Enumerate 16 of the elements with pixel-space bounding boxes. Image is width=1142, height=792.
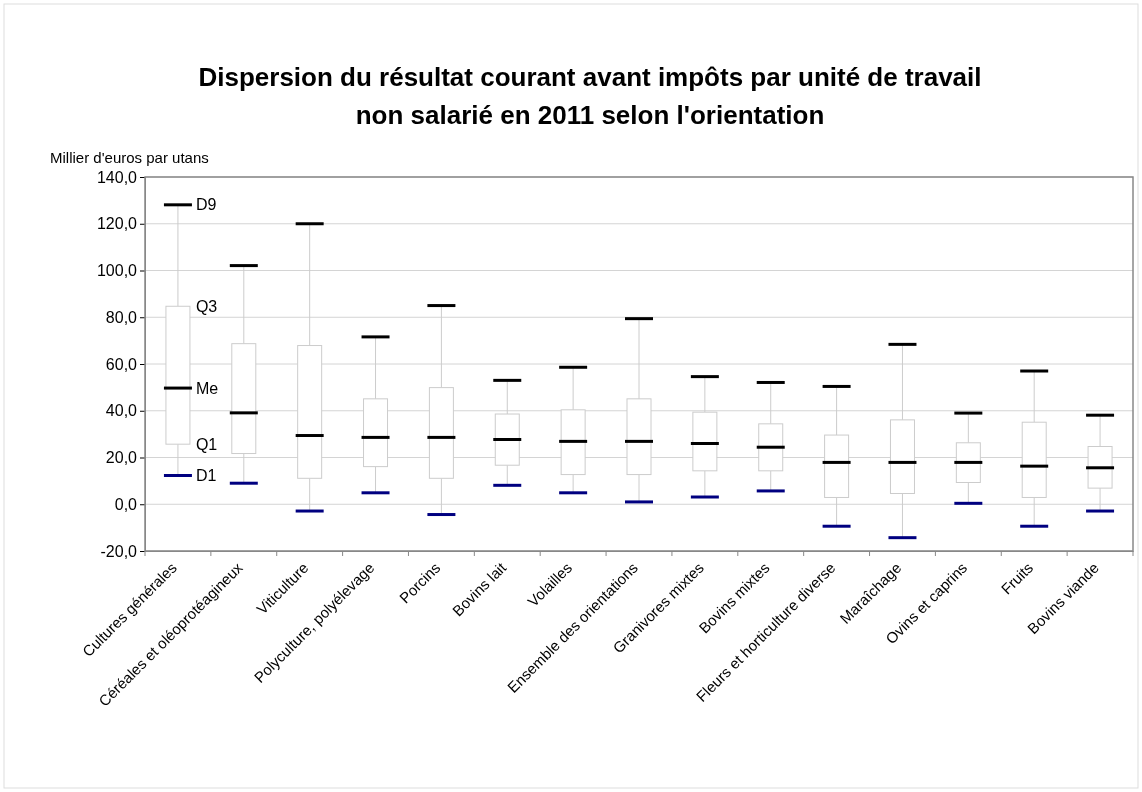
y-tick-label: 100,0 [96, 262, 138, 280]
y-tick-label: 0,0 [114, 495, 138, 513]
y-tick-label: 40,0 [105, 402, 138, 420]
annotation: Q1 [195, 435, 218, 453]
annotation: Q3 [195, 297, 218, 315]
annotation: Me [195, 379, 219, 397]
y-tick-label: 20,0 [105, 449, 138, 467]
y-tick-label: 80,0 [105, 308, 138, 326]
chart-title: Dispersion du résultat courant avant impôts par unité de travail non salarié en 2011 selon l'orientation [198, 62, 982, 130]
annotation: D1 [195, 467, 217, 485]
y-tick-label: 60,0 [105, 355, 138, 373]
y-tick-label: 140,0 [96, 168, 138, 186]
annotation: D9 [195, 196, 217, 214]
y-tick-label: -20,0 [100, 542, 138, 560]
y-tick-label: 120,0 [96, 215, 138, 233]
y-axis-title: Millier d'euros par utans [50, 149, 209, 166]
